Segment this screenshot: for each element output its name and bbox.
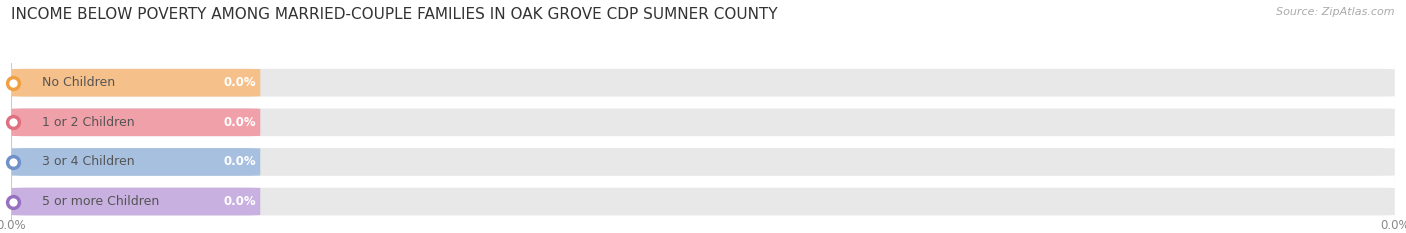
FancyBboxPatch shape	[11, 188, 260, 215]
Text: 0.0%: 0.0%	[1379, 219, 1406, 232]
FancyBboxPatch shape	[11, 148, 1395, 176]
Text: INCOME BELOW POVERTY AMONG MARRIED-COUPLE FAMILIES IN OAK GROVE CDP SUMNER COUNT: INCOME BELOW POVERTY AMONG MARRIED-COUPL…	[11, 7, 778, 22]
Text: 0.0%: 0.0%	[0, 219, 27, 232]
Text: 0.0%: 0.0%	[224, 116, 256, 129]
FancyBboxPatch shape	[11, 108, 260, 136]
Text: 1 or 2 Children: 1 or 2 Children	[42, 116, 135, 129]
Text: 0.0%: 0.0%	[224, 195, 256, 208]
Text: 3 or 4 Children: 3 or 4 Children	[42, 155, 135, 168]
FancyBboxPatch shape	[11, 69, 1395, 96]
Text: 0.0%: 0.0%	[224, 76, 256, 89]
FancyBboxPatch shape	[11, 188, 1395, 215]
FancyBboxPatch shape	[11, 69, 260, 96]
Text: No Children: No Children	[42, 76, 115, 89]
FancyBboxPatch shape	[11, 148, 260, 176]
Text: Source: ZipAtlas.com: Source: ZipAtlas.com	[1277, 7, 1395, 17]
Text: 0.0%: 0.0%	[224, 155, 256, 168]
FancyBboxPatch shape	[11, 108, 1395, 136]
Text: 5 or more Children: 5 or more Children	[42, 195, 159, 208]
